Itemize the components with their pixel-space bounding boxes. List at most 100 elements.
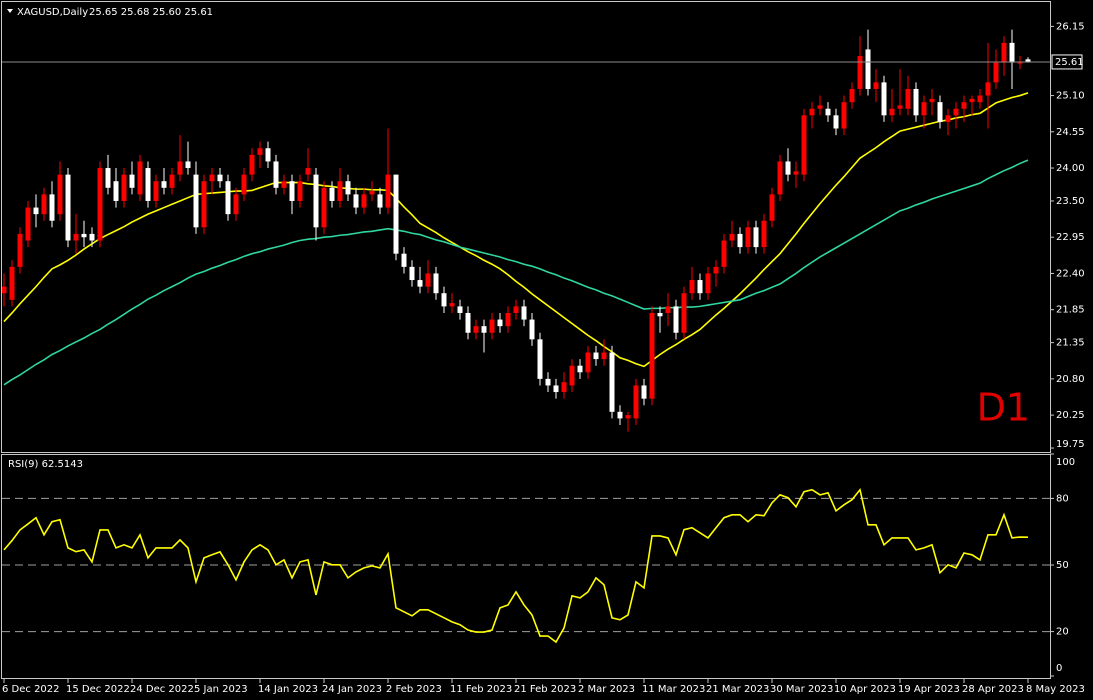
candle-body (889, 108, 895, 116)
candle-body (865, 49, 871, 89)
candle-body (1025, 59, 1031, 62)
candle-body (457, 306, 463, 313)
x-tick-label: 8 May 2023 (1026, 684, 1085, 695)
candle-body (345, 181, 351, 195)
candle-body (193, 174, 199, 228)
x-tick-label: 15 Dec 2022 (66, 684, 130, 695)
menu-arrow[interactable] (7, 9, 13, 13)
x-tick-label: 10 Apr 2023 (834, 684, 896, 695)
candle-body (465, 312, 471, 333)
candle-body (1009, 42, 1015, 63)
y-tick-label: 21.85 (1056, 305, 1085, 316)
candle-body (585, 352, 591, 373)
y-tick-label: 20.80 (1056, 374, 1085, 385)
candle-body (241, 174, 247, 195)
candle-body (881, 82, 887, 116)
candle-body (593, 352, 599, 360)
x-tick-label: 21 Feb 2023 (514, 684, 576, 695)
candle-body (777, 161, 783, 195)
x-tick-label: 24 Dec 2022 (130, 684, 194, 695)
candle-body (801, 115, 807, 175)
candle-body (201, 181, 207, 228)
candle-body (977, 95, 983, 103)
candle-body (385, 174, 391, 208)
candle-body (689, 280, 695, 294)
candle-body (321, 187, 327, 228)
candle-body (265, 148, 271, 162)
candle-body (529, 319, 535, 340)
y-tick-label: 50 (1056, 560, 1069, 571)
candle-body (553, 385, 559, 393)
symbol-title: XAGUSD,Daily (17, 7, 88, 18)
indicator-line (3, 487, 1029, 644)
candle-body (641, 385, 647, 399)
current-price-box (1051, 54, 1083, 70)
indicator-line (3, 92, 1029, 368)
candle-body (65, 174, 71, 241)
candle-body (601, 352, 607, 360)
candle-body (705, 273, 711, 294)
candle-body (105, 168, 111, 188)
candle-body (857, 56, 863, 89)
candle-body (209, 174, 215, 182)
candle-body (441, 293, 447, 307)
y-tick-label: 19.75 (1056, 439, 1085, 450)
candle-body (521, 306, 527, 320)
rsi-title: RSI(9) 62.5143 (8, 459, 83, 470)
candle-body (337, 181, 343, 201)
candle-body (953, 108, 959, 116)
candle-body (537, 339, 543, 379)
candle-body (993, 62, 999, 83)
candle-body (769, 194, 775, 221)
candle-body (113, 181, 119, 201)
y-tick-label: 26.15 (1056, 21, 1085, 32)
candle-body (609, 352, 615, 412)
candle-body (681, 293, 687, 333)
candle-body (697, 280, 703, 294)
candle-body (305, 168, 311, 175)
price-plot (2, 29, 1050, 432)
candle-body (377, 194, 383, 208)
candle-body (145, 168, 151, 201)
candle-body (785, 161, 791, 175)
x-tick-label: 2 Feb 2023 (386, 684, 442, 695)
candle-body (649, 312, 655, 399)
candle-body (473, 326, 479, 333)
y-tick-label: 80 (1056, 493, 1069, 504)
y-tick-label: 24.00 (1056, 163, 1085, 174)
candle-body (97, 168, 103, 241)
candle-body (73, 233, 79, 241)
x-tick-label: 14 Jan 2023 (258, 684, 318, 695)
candle-body (793, 171, 799, 175)
candle-body (433, 273, 439, 294)
y-tick-label: 0 (1056, 663, 1062, 674)
candle-body (25, 207, 31, 241)
candle-body (353, 194, 359, 208)
candle-body (41, 194, 47, 215)
timeframe-annotation: D1 (977, 386, 1030, 430)
candle-body (673, 306, 679, 333)
x-tick-label: 21 Mar 2023 (706, 684, 769, 695)
candle-body (449, 303, 455, 307)
candle-body (753, 227, 759, 248)
candle-body (361, 194, 367, 208)
y-tick-label: 20 (1056, 627, 1069, 638)
candle-body (849, 88, 855, 103)
y-tick-label: 24.55 (1056, 127, 1085, 138)
candle-body (721, 240, 727, 267)
x-tick-label: 11 Mar 2023 (642, 684, 705, 695)
candle-body (825, 108, 831, 116)
candle-body (257, 148, 263, 155)
candle-body (921, 102, 927, 116)
candle-body (313, 174, 319, 228)
candle-body (177, 161, 183, 175)
candle-body (761, 220, 767, 248)
candle-body (873, 82, 879, 89)
candle-body (633, 385, 639, 419)
y-tick-label: 25.10 (1056, 91, 1085, 102)
x-tick-label: 2 Mar 2023 (578, 684, 635, 695)
ohlc-info: 25.65 25.68 25.60 25.61 (89, 7, 213, 18)
candle-body (985, 82, 991, 96)
x-tick-label: 19 Apr 2023 (898, 684, 960, 695)
